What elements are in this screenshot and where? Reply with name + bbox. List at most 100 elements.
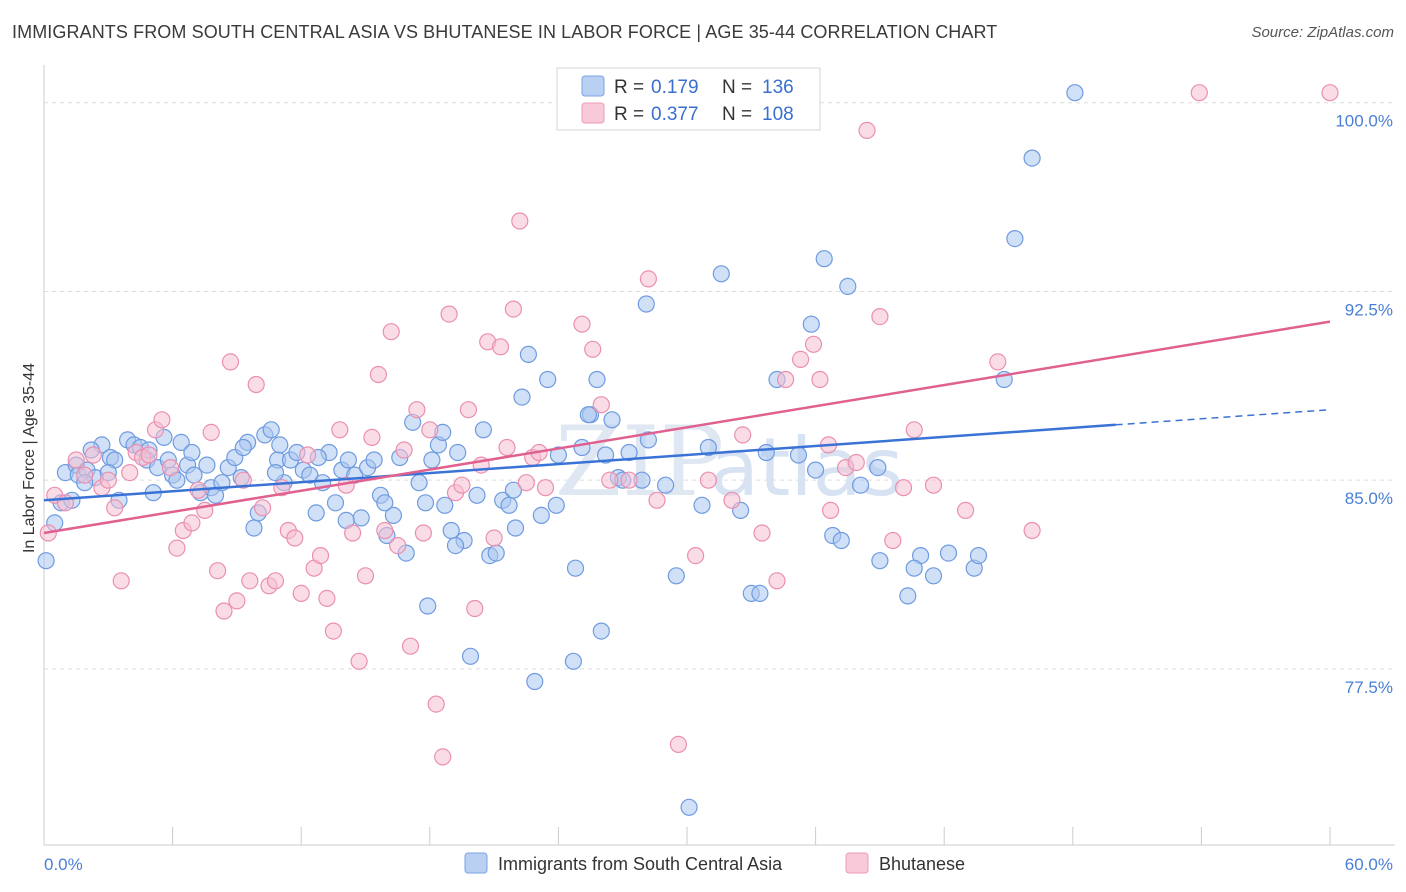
point-south-central-asia: [839, 277, 857, 295]
point-south-central-asia: [924, 567, 943, 585]
point-bhutanese: [350, 652, 368, 670]
point-bhutanese: [686, 546, 705, 565]
point-south-central-asia: [339, 451, 357, 469]
point-south-central-asia: [899, 587, 917, 605]
point-bhutanese: [427, 695, 445, 713]
point-south-central-asia: [416, 494, 435, 512]
point-bhutanese: [573, 315, 591, 333]
point-south-central-asia: [500, 496, 518, 514]
point-bhutanese: [363, 428, 381, 446]
point-bhutanese: [517, 474, 535, 492]
trendline-south-central-asia-extrapolated: [1115, 408, 1331, 426]
bottom-legend-label-pink: Bhutanese: [879, 854, 965, 874]
point-south-central-asia: [871, 552, 889, 570]
point-bhutanese: [247, 375, 265, 394]
point-bhutanese: [106, 499, 124, 517]
point-bhutanese: [421, 421, 439, 439]
point-bhutanese: [202, 423, 220, 441]
point-bhutanese: [408, 401, 426, 419]
point-south-central-asia: [234, 438, 252, 457]
point-south-central-asia: [637, 295, 655, 313]
point-south-central-asia: [1023, 149, 1041, 167]
point-bhutanese: [389, 536, 407, 555]
point-south-central-asia: [588, 370, 606, 389]
point-bhutanese: [791, 350, 810, 368]
point-bhutanese: [776, 370, 795, 389]
point-south-central-asia: [513, 388, 531, 406]
point-bhutanese: [84, 446, 102, 464]
point-south-central-asia: [1006, 230, 1024, 248]
y-tick-label: 85.0%: [1345, 489, 1393, 508]
trend-layer: [43, 320, 1331, 535]
point-bhutanese: [99, 471, 117, 489]
point-south-central-asia: [436, 496, 454, 514]
point-bhutanese: [434, 748, 452, 766]
bottom-legend-swatch-pink: [845, 852, 869, 874]
point-bhutanese: [511, 212, 529, 230]
point-bhutanese: [620, 471, 638, 489]
legend-r-value-pink: 0.377: [651, 104, 699, 125]
point-south-central-asia: [365, 451, 383, 469]
y-tick-label: 100.0%: [1335, 112, 1393, 131]
point-bhutanese: [318, 589, 336, 608]
point-south-central-asia: [699, 438, 718, 457]
point-bhutanese: [324, 622, 342, 640]
point-south-central-asia: [656, 476, 675, 494]
legend-n-value-pink: 108: [762, 104, 794, 125]
point-bhutanese: [221, 353, 240, 371]
point-bhutanese: [804, 335, 823, 353]
point-south-central-asia: [245, 519, 263, 537]
point-bhutanese: [485, 529, 503, 547]
legend-n-value-blue: 136: [762, 77, 794, 98]
point-south-central-asia: [564, 652, 583, 670]
point-bhutanese: [161, 459, 180, 477]
x-tick-label-min: 0.0%: [44, 855, 83, 874]
point-south-central-asia: [307, 504, 325, 522]
point-south-central-asia: [172, 433, 190, 451]
point-south-central-asia: [815, 250, 833, 268]
point-south-central-asia: [423, 451, 441, 469]
point-south-central-asia: [802, 315, 820, 333]
point-south-central-asia: [905, 559, 923, 577]
point-bhutanese: [871, 308, 889, 326]
point-bhutanese: [369, 365, 387, 384]
point-bhutanese: [821, 501, 840, 519]
point-south-central-asia: [579, 406, 598, 424]
point-bhutanese: [847, 453, 865, 472]
trendline-bhutanese: [43, 320, 1331, 535]
point-south-central-asia: [271, 436, 289, 454]
point-south-central-asia: [352, 509, 370, 527]
point-south-central-asia: [266, 464, 285, 482]
point-bhutanese: [466, 599, 484, 618]
point-bhutanese: [140, 446, 158, 464]
point-bhutanese: [254, 499, 272, 517]
point-south-central-asia: [939, 544, 958, 562]
point-south-central-asia: [326, 494, 345, 512]
point-bhutanese: [215, 602, 233, 620]
point-bhutanese: [459, 401, 477, 419]
x-tick-label-max: 60.0%: [1345, 855, 1393, 874]
point-bhutanese: [311, 546, 330, 565]
point-bhutanese: [768, 572, 786, 590]
point-south-central-asia: [1066, 84, 1084, 102]
point-bhutanese: [395, 441, 413, 459]
point-south-central-asia: [526, 672, 544, 691]
point-south-central-asia: [183, 443, 201, 462]
point-bhutanese: [153, 411, 171, 429]
point-bhutanese: [504, 300, 523, 318]
y-tick-label: 92.5%: [1345, 300, 1393, 319]
point-bhutanese: [536, 479, 555, 497]
point-bhutanese: [498, 438, 516, 457]
point-bhutanese: [699, 471, 718, 489]
point-south-central-asia: [504, 481, 523, 499]
point-bhutanese: [241, 572, 259, 590]
point-south-central-asia: [667, 567, 685, 585]
point-south-central-asia: [592, 622, 610, 640]
point-south-central-asia: [639, 431, 658, 449]
top-legend: R = 0.179 N = 136 R = 0.377 N = 108: [556, 67, 821, 131]
point-south-central-asia: [376, 494, 394, 512]
point-south-central-asia: [547, 496, 565, 514]
point-bhutanese: [299, 446, 317, 464]
point-bhutanese: [989, 353, 1007, 371]
legend-n-label-blue: N =: [722, 77, 752, 98]
